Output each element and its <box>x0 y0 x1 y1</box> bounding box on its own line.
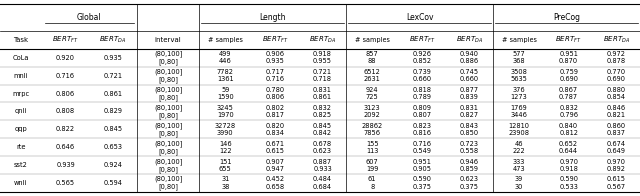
Text: 0.802
0.817: 0.802 0.817 <box>266 105 285 118</box>
Text: 31
38: 31 38 <box>221 176 230 190</box>
Text: $BERT_{FT}$: $BERT_{FT}$ <box>556 35 582 45</box>
Text: 7782
1361: 7782 1361 <box>217 69 234 82</box>
Text: 0.615
0.567: 0.615 0.567 <box>607 176 626 190</box>
Text: $BERT_{DA}$: $BERT_{DA}$ <box>99 35 127 45</box>
Text: 0.823
0.816: 0.823 0.816 <box>412 123 431 136</box>
Text: 0.822: 0.822 <box>56 126 75 132</box>
Text: 924
725: 924 725 <box>366 87 378 100</box>
Text: 151
655: 151 655 <box>219 159 232 172</box>
Text: 0.717
0.716: 0.717 0.716 <box>266 69 284 82</box>
Text: 0.820
0.834: 0.820 0.834 <box>266 123 285 136</box>
Text: 0.590
0.375: 0.590 0.375 <box>412 176 431 190</box>
Text: 0.840
0.812: 0.840 0.812 <box>559 123 578 136</box>
Text: 3508
5635: 3508 5635 <box>511 69 527 82</box>
Text: (80,100]
[0,80]: (80,100] [0,80] <box>154 140 182 155</box>
Text: (80,100]
[0,80]: (80,100] [0,80] <box>154 176 182 191</box>
Text: 32728
3990: 32728 3990 <box>215 123 236 136</box>
Text: 0.831
0.861: 0.831 0.861 <box>313 87 332 100</box>
Text: $BERT_{FT}$: $BERT_{FT}$ <box>52 35 79 45</box>
Text: 0.806: 0.806 <box>56 91 75 96</box>
Text: 0.926
0.852: 0.926 0.852 <box>412 51 431 64</box>
Text: 0.646: 0.646 <box>56 144 75 150</box>
Text: 0.623
0.375: 0.623 0.375 <box>460 176 479 190</box>
Text: 0.674
0.649: 0.674 0.649 <box>607 141 626 154</box>
Text: 39
30: 39 30 <box>515 176 523 190</box>
Text: 59
1590: 59 1590 <box>217 87 234 100</box>
Text: 0.594: 0.594 <box>104 180 123 186</box>
Text: 6512
2631: 6512 2631 <box>364 69 381 82</box>
Text: 0.970
0.892: 0.970 0.892 <box>607 159 626 172</box>
Text: 0.860
0.837: 0.860 0.837 <box>607 123 626 136</box>
Text: 0.832
0.825: 0.832 0.825 <box>313 105 332 118</box>
Text: 0.716: 0.716 <box>56 73 75 79</box>
Text: 577
368: 577 368 <box>513 51 525 64</box>
Text: 0.739
0.660: 0.739 0.660 <box>412 69 431 82</box>
Text: 0.880
0.854: 0.880 0.854 <box>607 87 626 100</box>
Text: 0.770
0.690: 0.770 0.690 <box>607 69 626 82</box>
Text: 0.832
0.796: 0.832 0.796 <box>559 105 578 118</box>
Text: Length: Length <box>260 13 286 22</box>
Text: 0.946
0.859: 0.946 0.859 <box>460 159 479 172</box>
Text: 0.846
0.821: 0.846 0.821 <box>607 105 626 118</box>
Text: mnli: mnli <box>13 73 28 79</box>
Text: 0.818
0.789: 0.818 0.789 <box>412 87 431 100</box>
Text: 0.972
0.878: 0.972 0.878 <box>607 51 626 64</box>
Text: 146
122: 146 122 <box>219 141 232 154</box>
Text: 3245
1970: 3245 1970 <box>217 105 234 118</box>
Text: 0.809
0.807: 0.809 0.807 <box>412 105 431 118</box>
Text: 12810
23908: 12810 23908 <box>509 123 529 136</box>
Text: 0.887
0.933: 0.887 0.933 <box>313 159 332 172</box>
Text: 0.845: 0.845 <box>104 126 123 132</box>
Text: 155
113: 155 113 <box>366 141 378 154</box>
Text: Global: Global <box>77 13 102 22</box>
Text: 0.716
0.549: 0.716 0.549 <box>412 141 431 154</box>
Text: 61
8: 61 8 <box>368 176 376 190</box>
Text: $BERT_{DA}$: $BERT_{DA}$ <box>456 35 483 45</box>
Text: CoLa: CoLa <box>13 55 29 61</box>
Text: (80,100]
[0,80]: (80,100] [0,80] <box>154 122 182 137</box>
Text: LexCov: LexCov <box>406 13 433 22</box>
Text: (80,100]
[0,80]: (80,100] [0,80] <box>154 86 182 101</box>
Text: Task: Task <box>13 37 28 43</box>
Text: qnli: qnli <box>15 108 27 114</box>
Text: 0.951
0.870: 0.951 0.870 <box>559 51 578 64</box>
Text: 0.877
0.839: 0.877 0.839 <box>460 87 479 100</box>
Text: 0.808: 0.808 <box>56 108 75 114</box>
Text: $BERT_{DA}$: $BERT_{DA}$ <box>309 35 336 45</box>
Text: 0.721
0.718: 0.721 0.718 <box>313 69 332 82</box>
Text: 0.452
0.658: 0.452 0.658 <box>266 176 285 190</box>
Text: 0.970
0.918: 0.970 0.918 <box>559 159 578 172</box>
Text: 0.678
0.623: 0.678 0.623 <box>313 141 332 154</box>
Text: 607
199: 607 199 <box>366 159 378 172</box>
Text: 0.918
0.955: 0.918 0.955 <box>313 51 332 64</box>
Text: qqp: qqp <box>15 126 28 132</box>
Text: 0.920: 0.920 <box>56 55 75 61</box>
Text: 0.831
0.827: 0.831 0.827 <box>460 105 479 118</box>
Text: 0.924: 0.924 <box>104 162 123 168</box>
Text: 0.906
0.935: 0.906 0.935 <box>266 51 284 64</box>
Text: 0.721: 0.721 <box>104 73 123 79</box>
Text: (80,100]
[0,80]: (80,100] [0,80] <box>154 158 182 172</box>
Text: $BERT_{FT}$: $BERT_{FT}$ <box>408 35 435 45</box>
Text: rte: rte <box>16 144 26 150</box>
Text: $BERT_{FT}$: $BERT_{FT}$ <box>262 35 288 45</box>
Text: 0.652
0.644: 0.652 0.644 <box>559 141 578 154</box>
Text: # samples: # samples <box>208 37 243 43</box>
Text: mrpc: mrpc <box>12 91 29 96</box>
Text: 0.759
0.690: 0.759 0.690 <box>559 69 578 82</box>
Text: 0.671
0.615: 0.671 0.615 <box>266 141 284 154</box>
Text: 0.939: 0.939 <box>56 162 75 168</box>
Text: 0.653: 0.653 <box>104 144 123 150</box>
Text: sst2: sst2 <box>14 162 28 168</box>
Text: 0.867
0.787: 0.867 0.787 <box>559 87 578 100</box>
Text: 0.780
0.806: 0.780 0.806 <box>266 87 285 100</box>
Text: $BERT_{DA}$: $BERT_{DA}$ <box>603 35 630 45</box>
Text: 0.907
0.947: 0.907 0.947 <box>266 159 284 172</box>
Text: (80,100]
[0,80]: (80,100] [0,80] <box>154 104 182 119</box>
Text: wnli: wnli <box>14 180 28 186</box>
Text: 333
473: 333 473 <box>513 159 525 172</box>
Text: (80,100]
[0,80]: (80,100] [0,80] <box>154 50 182 65</box>
Text: 0.590
0.533: 0.590 0.533 <box>559 176 578 190</box>
Text: 28862
7856: 28862 7856 <box>362 123 383 136</box>
Text: 0.843
0.850: 0.843 0.850 <box>460 123 479 136</box>
